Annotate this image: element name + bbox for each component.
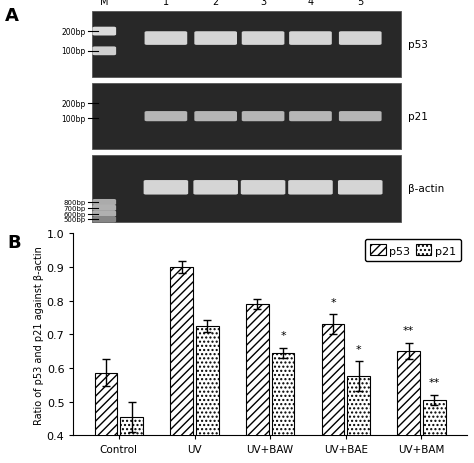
FancyBboxPatch shape	[145, 32, 187, 46]
Bar	[95, 373, 118, 463]
FancyBboxPatch shape	[288, 181, 333, 195]
Text: 600bp: 600bp	[63, 211, 85, 217]
Y-axis label: Ratio of p53 and p21 against β-actin: Ratio of p53 and p21 against β-actin	[34, 245, 44, 424]
FancyBboxPatch shape	[92, 156, 401, 222]
Text: 100bp: 100bp	[61, 115, 85, 124]
FancyBboxPatch shape	[92, 84, 401, 150]
Bar	[272, 353, 294, 463]
FancyBboxPatch shape	[242, 112, 284, 122]
FancyBboxPatch shape	[144, 181, 188, 195]
Text: p53: p53	[408, 40, 428, 50]
Text: *: *	[280, 331, 286, 341]
FancyBboxPatch shape	[92, 217, 116, 223]
Text: *: *	[356, 344, 362, 354]
Bar	[120, 417, 143, 463]
FancyBboxPatch shape	[92, 47, 116, 56]
FancyBboxPatch shape	[338, 181, 383, 195]
Bar	[397, 351, 420, 463]
FancyBboxPatch shape	[242, 32, 284, 46]
Text: 1: 1	[163, 0, 169, 7]
Text: 4: 4	[308, 0, 313, 7]
FancyBboxPatch shape	[92, 211, 116, 217]
Text: **: **	[428, 377, 440, 388]
Text: 200bp: 200bp	[61, 100, 85, 109]
Text: *: *	[330, 297, 336, 307]
FancyBboxPatch shape	[145, 112, 187, 122]
FancyBboxPatch shape	[194, 112, 237, 122]
Text: 500bp: 500bp	[63, 217, 85, 223]
FancyBboxPatch shape	[194, 32, 237, 46]
FancyBboxPatch shape	[92, 200, 116, 206]
Text: 800bp: 800bp	[63, 200, 85, 206]
FancyBboxPatch shape	[92, 206, 116, 211]
Bar	[347, 376, 370, 463]
Text: β-actin: β-actin	[408, 184, 444, 194]
FancyBboxPatch shape	[339, 112, 382, 122]
FancyBboxPatch shape	[92, 12, 401, 78]
Text: **: **	[403, 325, 414, 336]
Bar	[196, 326, 219, 463]
FancyBboxPatch shape	[339, 32, 382, 46]
FancyBboxPatch shape	[289, 32, 332, 46]
FancyBboxPatch shape	[193, 181, 238, 195]
Text: 2: 2	[212, 0, 219, 7]
Bar	[423, 400, 446, 463]
Text: M: M	[100, 0, 109, 7]
Text: 700bp: 700bp	[63, 206, 85, 211]
FancyBboxPatch shape	[289, 112, 332, 122]
Bar	[170, 267, 193, 463]
Text: 100bp: 100bp	[61, 47, 85, 56]
Text: 200bp: 200bp	[61, 27, 85, 37]
Bar	[322, 325, 344, 463]
FancyBboxPatch shape	[92, 28, 116, 37]
Text: B: B	[7, 234, 21, 252]
Text: A: A	[5, 7, 18, 25]
Legend: p53, p21: p53, p21	[365, 239, 461, 262]
Text: p21: p21	[408, 112, 428, 122]
Bar	[246, 304, 269, 463]
FancyBboxPatch shape	[241, 181, 285, 195]
Text: 3: 3	[260, 0, 266, 7]
Text: 5: 5	[357, 0, 364, 7]
